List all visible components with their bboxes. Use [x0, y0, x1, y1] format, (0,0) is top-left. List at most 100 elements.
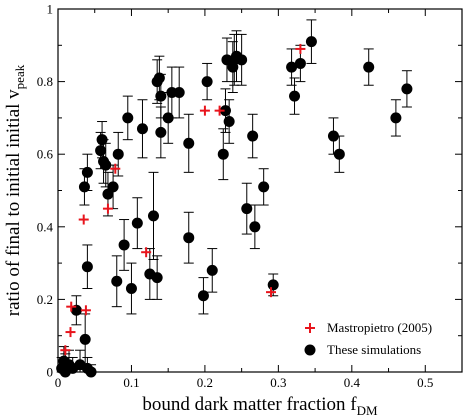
data-point-simulation: [131, 197, 143, 250]
x-tick-label: 0.3: [270, 375, 286, 390]
circle-marker: [155, 126, 167, 138]
circle-marker: [294, 57, 306, 69]
circle-marker: [151, 272, 163, 284]
circle-marker: [217, 148, 229, 160]
y-axis-label: ratio of final to initial initial vpeak: [3, 64, 27, 316]
data-point-simulation: [206, 248, 218, 293]
data-point-simulation: [390, 99, 402, 137]
circle-marker: [363, 61, 375, 73]
circle-marker: [131, 217, 143, 229]
circle-marker: [267, 279, 279, 291]
data-point-simulation: [247, 113, 259, 159]
data-point-mastropietro: [214, 105, 225, 116]
legend-marker-plus: [305, 323, 315, 333]
data-point-mastropietro: [60, 345, 71, 356]
circle-marker: [147, 210, 159, 222]
circle-marker: [112, 148, 124, 160]
y-tick-label: 0: [47, 365, 54, 380]
x-axis-label: bound dark matter fraction fDM: [142, 394, 378, 418]
circle-marker: [107, 181, 119, 193]
data-point-simulation: [125, 262, 137, 315]
data-point-simulation: [183, 113, 195, 173]
circle-marker: [118, 239, 130, 251]
data-point-mastropietro: [141, 247, 152, 258]
data-point-mastropietro: [295, 43, 306, 54]
legend-item-mastropietro: Mastropietro (2005): [305, 320, 432, 335]
y-tick-label: 0.4: [37, 219, 54, 234]
data-point-mastropietro: [80, 305, 91, 316]
data-point-simulation: [333, 135, 345, 173]
data-point-simulation: [241, 182, 253, 235]
circle-marker: [201, 76, 213, 88]
circle-marker: [100, 159, 112, 171]
circle-marker: [183, 232, 195, 244]
y-axis-label-main: ratio of final to initial initial v: [3, 89, 24, 316]
data-point-simulation: [81, 244, 93, 290]
data-point-mastropietro: [78, 214, 89, 225]
y-tick-label: 1: [47, 2, 54, 17]
data-point-simulation: [223, 99, 235, 144]
data-point-simulation: [289, 77, 301, 115]
legend-item-simulations: These simulations: [304, 342, 421, 357]
legend-circle: [304, 344, 316, 356]
data-point-simulation: [286, 48, 298, 86]
circle-marker: [286, 61, 298, 73]
circle-marker: [219, 105, 231, 117]
data-point-mastropietro: [66, 301, 77, 312]
circle-marker: [236, 54, 248, 66]
data-point-mastropietro: [199, 105, 210, 116]
circle-marker: [125, 283, 137, 295]
x-tick-label: 0.4: [344, 375, 361, 390]
data-point-simulation: [111, 255, 123, 308]
circle-marker: [289, 90, 301, 102]
circle-marker: [81, 261, 93, 273]
x-tick-label: 0.2: [197, 375, 213, 390]
data-point-simulation: [173, 66, 185, 119]
data-point-simulation: [327, 117, 339, 155]
data-point-simulation: [305, 19, 317, 64]
data-point-simulation: [136, 99, 148, 159]
y-tick-label: 0.2: [37, 292, 53, 307]
data-point-mastropietro: [266, 287, 277, 298]
circle-marker: [111, 275, 123, 287]
data-point-simulation: [151, 255, 163, 300]
data-point-simulation: [155, 106, 167, 159]
x-tick-label: 0.1: [123, 375, 139, 390]
data-point-simulation: [258, 168, 270, 206]
circle-marker: [223, 116, 235, 128]
data-point-simulation: [122, 95, 134, 141]
circle-marker: [183, 137, 195, 149]
circle-marker: [247, 130, 259, 142]
y-tick-label: 0.8: [37, 74, 53, 89]
circle-marker: [305, 36, 317, 48]
plot-marks: [56, 19, 413, 378]
circle-marker: [79, 333, 91, 345]
legend-label-simulations: These simulations: [327, 342, 421, 357]
data-point-simulation: [118, 219, 130, 271]
circle-marker: [241, 203, 253, 215]
data-point-simulation: [81, 153, 93, 191]
legend-marker-circle: [304, 344, 316, 356]
circle-marker: [81, 166, 93, 178]
y-tick-label: 0.6: [37, 147, 54, 162]
circle-marker: [153, 72, 165, 84]
circle-marker: [173, 86, 185, 98]
circle-marker: [122, 112, 134, 124]
circle-marker: [136, 123, 148, 135]
x-axis-label-main: bound dark matter fraction f: [142, 394, 357, 415]
x-tick-label: 0.5: [417, 375, 433, 390]
data-point-simulation: [107, 164, 119, 210]
x-axis-label-sub: DM: [357, 403, 378, 418]
circle-marker: [95, 145, 107, 157]
y-axis-label-sub: peak: [12, 64, 27, 89]
data-point-mastropietro: [102, 203, 113, 214]
data-point-simulation: [249, 204, 261, 250]
legend-label-mastropietro: Mastropietro (2005): [327, 320, 432, 335]
data-point-mastropietro: [65, 327, 76, 338]
circle-marker: [258, 181, 270, 193]
data-point-simulation: [217, 128, 229, 181]
circle-marker: [249, 221, 261, 233]
circle-marker: [197, 290, 209, 302]
